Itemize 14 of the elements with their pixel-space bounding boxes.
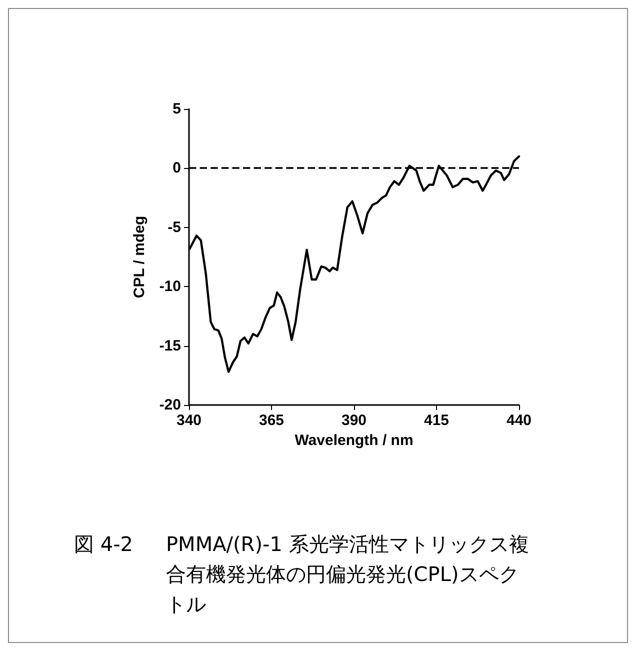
x-tick-label: 440 [506,412,532,429]
text: 図 4-2 PMMA/(R)-1 系光学活性マトリックス複合有機発光体の円偏光発光(CPL)スペクトル [74,532,529,616]
x-tick-label: 365 [258,412,284,429]
x-axis-title: Wavelength / nm [294,432,414,449]
y-tick-label: 5 [172,100,181,118]
y-tick-label: 0 [172,160,181,177]
y-tick-label: -5 [168,218,181,236]
y-axis-title: CPL / mdeg [131,216,148,298]
x-tick-label: 340 [176,412,202,429]
x-tick-label: 390 [341,412,367,429]
y-tick-label: -15 [159,337,181,354]
x-tick-label: 415 [424,412,450,429]
y-tick-label: -20 [159,396,181,414]
y-tick-label: -10 [159,278,181,296]
